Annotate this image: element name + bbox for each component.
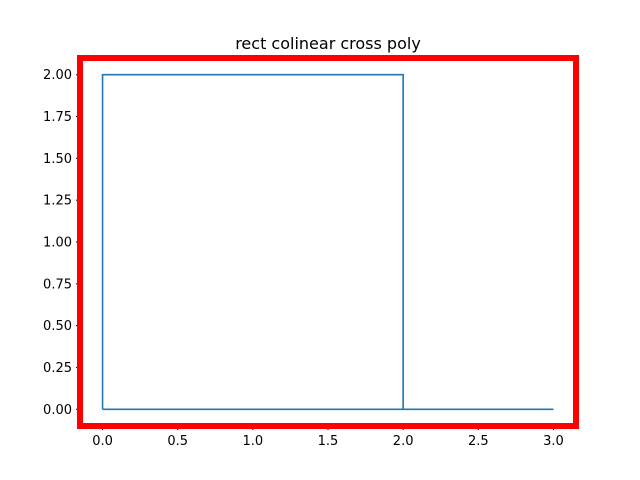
x-tick-label: 2.5	[468, 434, 489, 449]
axes-border	[79, 57, 577, 427]
chart-title: rect colinear cross poly	[235, 34, 421, 53]
y-tick-label: 0.25	[43, 361, 72, 376]
y-axis: 0.00 0.25 0.50 0.75 1.00 1.25 1.50 1.75 2.00	[43, 68, 80, 418]
y-tick-label: 1.25	[43, 194, 72, 209]
plot-area	[101, 73, 554, 411]
x-tick-label: 2.0	[393, 434, 414, 449]
y-tick-label: 1.75	[43, 110, 72, 125]
x-tick-label: 0.5	[167, 434, 188, 449]
x-tick-label: 3.0	[543, 434, 564, 449]
x-tick-label: 0.0	[92, 434, 113, 449]
x-tick-label: 1.5	[318, 434, 339, 449]
y-tick-label: 0.75	[43, 277, 72, 292]
y-tick-label: 2.00	[43, 68, 72, 83]
series-line	[101, 73, 554, 411]
y-tick-label: 1.00	[43, 236, 72, 251]
x-tick-label: 1.0	[243, 434, 264, 449]
highlight-layer	[77, 55, 579, 429]
axes-frame	[79, 57, 577, 427]
y-tick-label: 0.00	[43, 403, 72, 418]
y-tick-label: 0.50	[43, 319, 72, 334]
y-tick-label: 1.50	[43, 152, 72, 167]
x-axis: 0.0 0.5 1.0 1.5 2.0 2.5 3.0	[92, 426, 564, 449]
highlight-box	[77, 55, 579, 429]
